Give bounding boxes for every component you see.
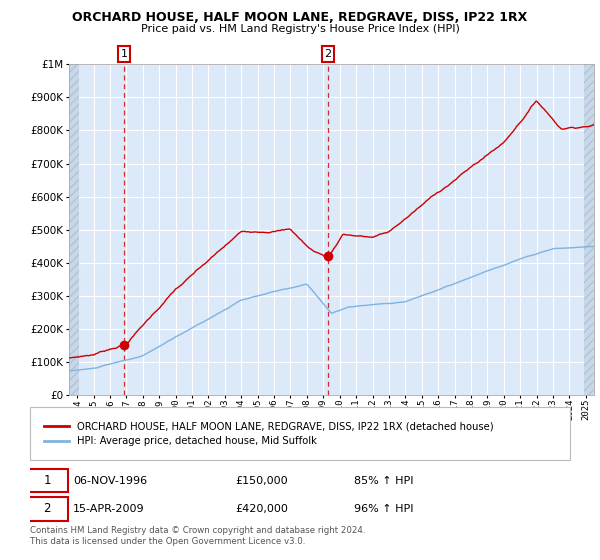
Legend: ORCHARD HOUSE, HALF MOON LANE, REDGRAVE, DISS, IP22 1RX (detached house), HPI: A: ORCHARD HOUSE, HALF MOON LANE, REDGRAVE,… (40, 417, 498, 450)
Text: £420,000: £420,000 (235, 504, 288, 514)
Bar (69, 64, 79, 395)
Text: 2: 2 (44, 502, 51, 515)
FancyBboxPatch shape (28, 497, 68, 521)
Text: 1: 1 (44, 474, 51, 487)
Text: 96% ↑ HPI: 96% ↑ HPI (354, 504, 413, 514)
Text: 15-APR-2009: 15-APR-2009 (73, 504, 145, 514)
Text: Price paid vs. HM Land Registry's House Price Index (HPI): Price paid vs. HM Land Registry's House … (140, 24, 460, 34)
Text: 06-NOV-1996: 06-NOV-1996 (73, 475, 148, 486)
Bar (584, 64, 594, 395)
Text: 2: 2 (325, 49, 332, 59)
Text: £150,000: £150,000 (235, 475, 288, 486)
FancyBboxPatch shape (28, 469, 68, 492)
FancyBboxPatch shape (30, 407, 570, 460)
Text: 85% ↑ HPI: 85% ↑ HPI (354, 475, 413, 486)
Text: ORCHARD HOUSE, HALF MOON LANE, REDGRAVE, DISS, IP22 1RX: ORCHARD HOUSE, HALF MOON LANE, REDGRAVE,… (73, 11, 527, 24)
Text: Contains HM Land Registry data © Crown copyright and database right 2024.
This d: Contains HM Land Registry data © Crown c… (30, 526, 365, 546)
Text: 1: 1 (121, 49, 127, 59)
